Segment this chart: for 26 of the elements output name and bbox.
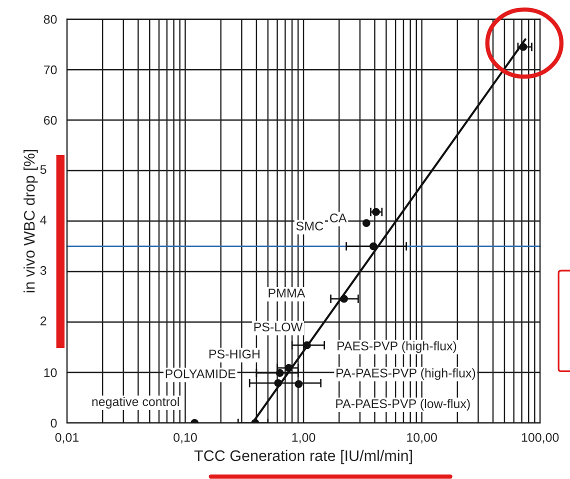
y-tick-label: 0 <box>50 418 57 428</box>
x-tick-label: 100,00 <box>522 433 559 444</box>
annotation: PA-PAES-PVP (high-flux) <box>336 368 476 380</box>
text: 2 <box>40 316 46 326</box>
text: 5 <box>40 165 46 174</box>
annotation: CA <box>330 214 347 222</box>
annotation: PA-PAES-PVP (low-flux) <box>336 398 470 411</box>
y-axis-title: in vivo WBC drop [%] <box>24 150 38 292</box>
y-tick-label: 10 <box>44 368 57 378</box>
annotation: PS-HIGH <box>209 350 260 358</box>
annotation: POLYAMIDE <box>166 369 236 378</box>
annotation: negative control <box>92 396 179 409</box>
text: 3 <box>40 266 46 275</box>
x-tick-label: 0,01 <box>55 433 79 444</box>
x-tick-label: 10,00 <box>407 433 437 444</box>
annotation: SMC <box>296 222 324 230</box>
annotation: PAES-PVP (high-flux) <box>338 341 456 353</box>
x-tick-label: 0,10 <box>174 433 197 444</box>
text: 4 <box>40 216 46 224</box>
y-tick-label: 70 <box>44 65 57 74</box>
y-tick-label: 80 <box>44 14 57 24</box>
annotation: PS-LOW <box>254 322 303 332</box>
annotation: PMMA <box>268 288 306 298</box>
x-tick-label: 1,00 <box>292 433 316 444</box>
y-tick-label: 60 <box>44 116 57 125</box>
x-axis-title: TCC Generation rate [IU/ml/min] <box>194 450 412 464</box>
